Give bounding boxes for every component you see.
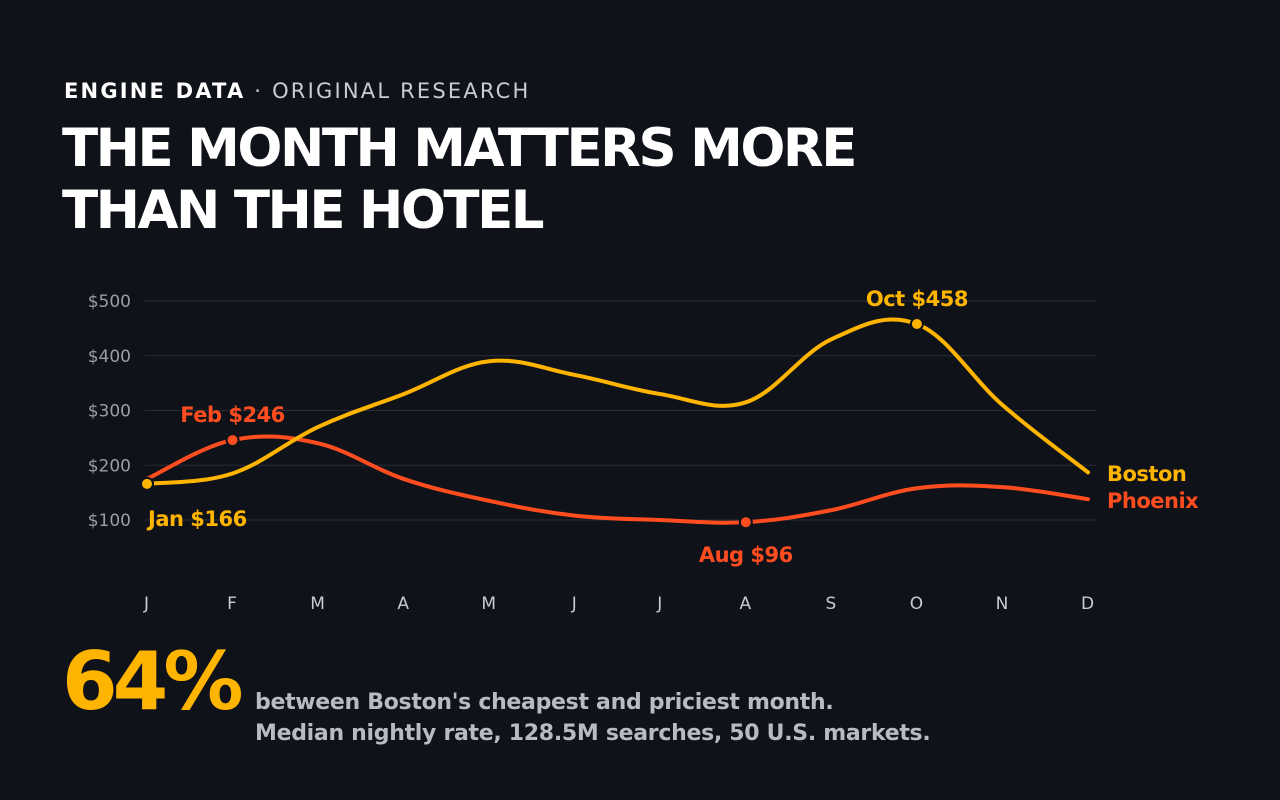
data-label: Aug $96 bbox=[699, 543, 793, 567]
x-tick-label: S bbox=[825, 594, 837, 614]
y-tick-label: $400 bbox=[88, 347, 131, 367]
data-point-marker bbox=[738, 515, 753, 530]
x-tick-label: N bbox=[996, 594, 1010, 614]
y-tick-label: $300 bbox=[88, 402, 131, 422]
series-label-boston: Boston bbox=[1107, 462, 1186, 486]
kicker: ENGINE DATA · ORIGINAL RESEARCH bbox=[64, 78, 531, 104]
stat-line-1: between Boston's cheapest and priciest m… bbox=[255, 690, 834, 715]
x-tick-label: M bbox=[310, 594, 326, 614]
y-tick-label: $200 bbox=[88, 456, 131, 476]
series-label-phoenix: Phoenix bbox=[1107, 489, 1199, 513]
x-tick-label: F bbox=[227, 594, 238, 614]
data-label: Feb $246 bbox=[180, 403, 285, 427]
kicker-separator: · bbox=[254, 79, 264, 103]
data-point-marker bbox=[140, 476, 154, 491]
x-tick-label: A bbox=[739, 594, 752, 614]
page-title: THE MONTH MATTERS MORE THAN THE HOTEL bbox=[62, 118, 962, 242]
stat-line-2: Median nightly rate, 128.5M searches, 50… bbox=[255, 721, 931, 746]
x-tick-label: D bbox=[1081, 594, 1095, 614]
data-label: Jan $166 bbox=[146, 507, 247, 531]
series-line-boston bbox=[145, 317, 1090, 486]
series-line-phoenix bbox=[145, 434, 1090, 525]
data-point-marker bbox=[225, 433, 240, 448]
y-tick-label: $100 bbox=[88, 511, 131, 531]
stat-description: between Boston's cheapest and priciest m… bbox=[255, 687, 931, 749]
x-tick-label: J bbox=[656, 594, 663, 614]
section-label: ORIGINAL RESEARCH bbox=[272, 79, 531, 103]
x-tick-label: A bbox=[397, 594, 410, 614]
stat-value: 64% bbox=[62, 635, 243, 728]
x-tick-label: O bbox=[910, 594, 924, 614]
title-line-1: THE MONTH MATTERS MORE bbox=[62, 118, 857, 179]
x-tick-label: J bbox=[571, 594, 578, 614]
data-label: Oct $458 bbox=[866, 287, 968, 311]
title-line-2: THAN THE HOTEL bbox=[62, 180, 545, 241]
y-tick-label: $500 bbox=[88, 292, 131, 312]
x-tick-label: J bbox=[143, 594, 150, 614]
brand-label: ENGINE DATA bbox=[64, 79, 246, 103]
x-tick-label: M bbox=[481, 594, 497, 614]
data-point-marker bbox=[909, 316, 924, 331]
